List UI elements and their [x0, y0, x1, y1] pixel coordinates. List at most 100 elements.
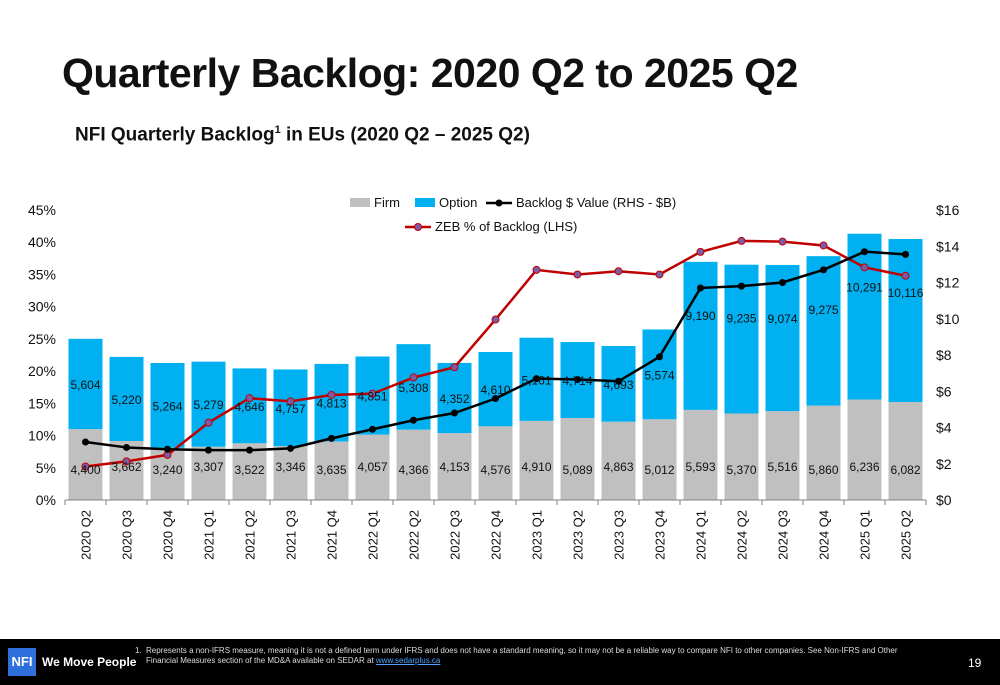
backlog-value-point	[902, 250, 909, 258]
x-tick-label: 2022 Q2	[407, 510, 422, 560]
x-tick-label: 2023 Q3	[612, 510, 627, 560]
tagline: We Move People	[42, 655, 137, 669]
x-tick-label: 2020 Q3	[120, 510, 135, 560]
firm-bar	[683, 409, 718, 500]
option-value-label: 4,352	[439, 392, 469, 406]
option-value-label: 5,308	[398, 381, 428, 395]
backlog-value-point	[738, 282, 745, 290]
firm-bar	[847, 399, 882, 500]
option-value-label: 10,116	[888, 286, 924, 300]
zeb-point	[286, 397, 295, 406]
x-tick-label: 2021 Q2	[243, 510, 258, 560]
x-tick-label: 2022 Q3	[448, 510, 463, 560]
x-tick-label: 2024 Q2	[735, 510, 750, 560]
footnote-number: 1.	[135, 646, 142, 655]
zeb-point	[327, 390, 336, 399]
y-right-tick-label: $2	[936, 456, 952, 472]
firm-value-label: 5,593	[685, 460, 715, 474]
option-value-label: 5,264	[152, 399, 182, 413]
backlog-value-point	[861, 248, 868, 256]
y-right-tick-label: $0	[936, 492, 952, 508]
zeb-point	[409, 373, 418, 382]
firm-bar	[273, 446, 308, 500]
subtitle-footnote-ref: 1	[274, 124, 281, 136]
x-tick-label: 2024 Q4	[817, 510, 832, 560]
legend-option-swatch	[415, 198, 435, 207]
firm-value-label: 3,307	[193, 460, 223, 474]
option-value-label: 4,851	[357, 390, 387, 404]
backlog-chart: 2020 Q2 2020 Q3 2020 Q4 2021 Q1 2021 Q2 2021 …	[28, 195, 960, 560]
zeb-point	[491, 315, 500, 324]
backlog-value-point	[615, 377, 622, 385]
y-left-tick-label: 20%	[28, 363, 56, 379]
option-bar	[765, 264, 800, 412]
option-bar	[314, 363, 349, 442]
backlog-value-point	[287, 444, 294, 452]
firm-value-label: 5,370	[726, 463, 756, 477]
x-tick-label: 2022 Q1	[366, 510, 381, 560]
legend-option-label: Option	[439, 195, 477, 210]
option-bar	[68, 338, 103, 430]
footer-bar: NFI We Move People 1. Represents a non-I…	[0, 639, 1000, 685]
zeb-point	[819, 241, 828, 250]
zeb-point	[614, 267, 623, 276]
zeb-point	[860, 263, 869, 272]
y-left-tick-label: 45%	[28, 202, 56, 218]
zeb-point	[532, 265, 541, 274]
y-left-tick-label: 5%	[36, 460, 56, 476]
firm-value-label: 3,240	[152, 463, 182, 477]
y-right-tick-label: $6	[936, 383, 952, 399]
x-tick-label: 2021 Q4	[325, 510, 340, 560]
option-value-label: 9,074	[767, 312, 797, 326]
x-tick-label: 2023 Q2	[571, 510, 586, 560]
firm-bar	[396, 429, 431, 500]
zeb-point	[204, 418, 213, 427]
option-value-label: 4,693	[603, 378, 633, 392]
y-right-tick-label: $4	[936, 420, 952, 436]
firm-bar	[560, 418, 595, 500]
option-bar	[150, 362, 185, 448]
option-value-label: 9,190	[685, 309, 715, 323]
firm-value-label: 5,516	[767, 460, 797, 474]
firm-bar	[724, 413, 759, 500]
subtitle-main: NFI Quarterly Backlog	[75, 124, 275, 146]
firm-bar	[437, 433, 472, 500]
zeb-point	[450, 363, 459, 372]
legend-backlog-marker	[495, 199, 503, 207]
chart-subtitle: NFI Quarterly Backlog1 in EUs (2020 Q2 –…	[75, 124, 530, 146]
zeb-point	[81, 462, 90, 471]
option-bar	[396, 344, 431, 430]
backlog-value-point	[779, 279, 786, 286]
zeb-point	[696, 247, 705, 256]
footnote-text: Represents a non-IFRS measure, meaning i…	[146, 646, 898, 665]
firm-bar	[642, 419, 677, 500]
firm-value-label: 4,910	[521, 460, 551, 474]
x-tick-label: 2021 Q3	[284, 510, 299, 560]
firm-value-label: 4,366	[398, 463, 428, 477]
footnote-body: Represents a non-IFRS measure, meaning i…	[146, 646, 925, 666]
footnote: 1. Represents a non-IFRS measure, meanin…	[135, 646, 925, 666]
zeb-point	[778, 237, 787, 246]
x-tick-label: 2025 Q2	[899, 510, 914, 560]
option-bar	[273, 369, 308, 447]
backlog-value-point	[820, 266, 827, 274]
firm-bar	[888, 402, 923, 500]
bars-group	[68, 233, 923, 500]
subtitle-rest: in EUs (2020 Q2 – 2025 Q2)	[280, 124, 530, 146]
option-value-label: 9,235	[726, 312, 756, 326]
x-tick-label: 2020 Q4	[161, 510, 176, 560]
x-tick-label: 2021 Q1	[202, 510, 217, 560]
legend-firm-label: Firm	[374, 195, 400, 210]
y-left-tick-label: 15%	[28, 395, 56, 411]
firm-value-label: 4,863	[603, 460, 633, 474]
x-tick-label: 2024 Q3	[776, 510, 791, 560]
zeb-point	[122, 457, 131, 466]
zeb-point	[573, 270, 582, 279]
firm-value-label: 4,400	[70, 463, 100, 477]
option-value-label: 4,757	[275, 402, 305, 416]
sedar-link[interactable]: www.sedarplus.ca	[375, 656, 441, 665]
firm-value-label: 3,635	[316, 463, 346, 477]
firm-bar	[765, 411, 800, 500]
firm-bar	[806, 405, 841, 500]
option-value-label: 10,291	[846, 281, 883, 295]
